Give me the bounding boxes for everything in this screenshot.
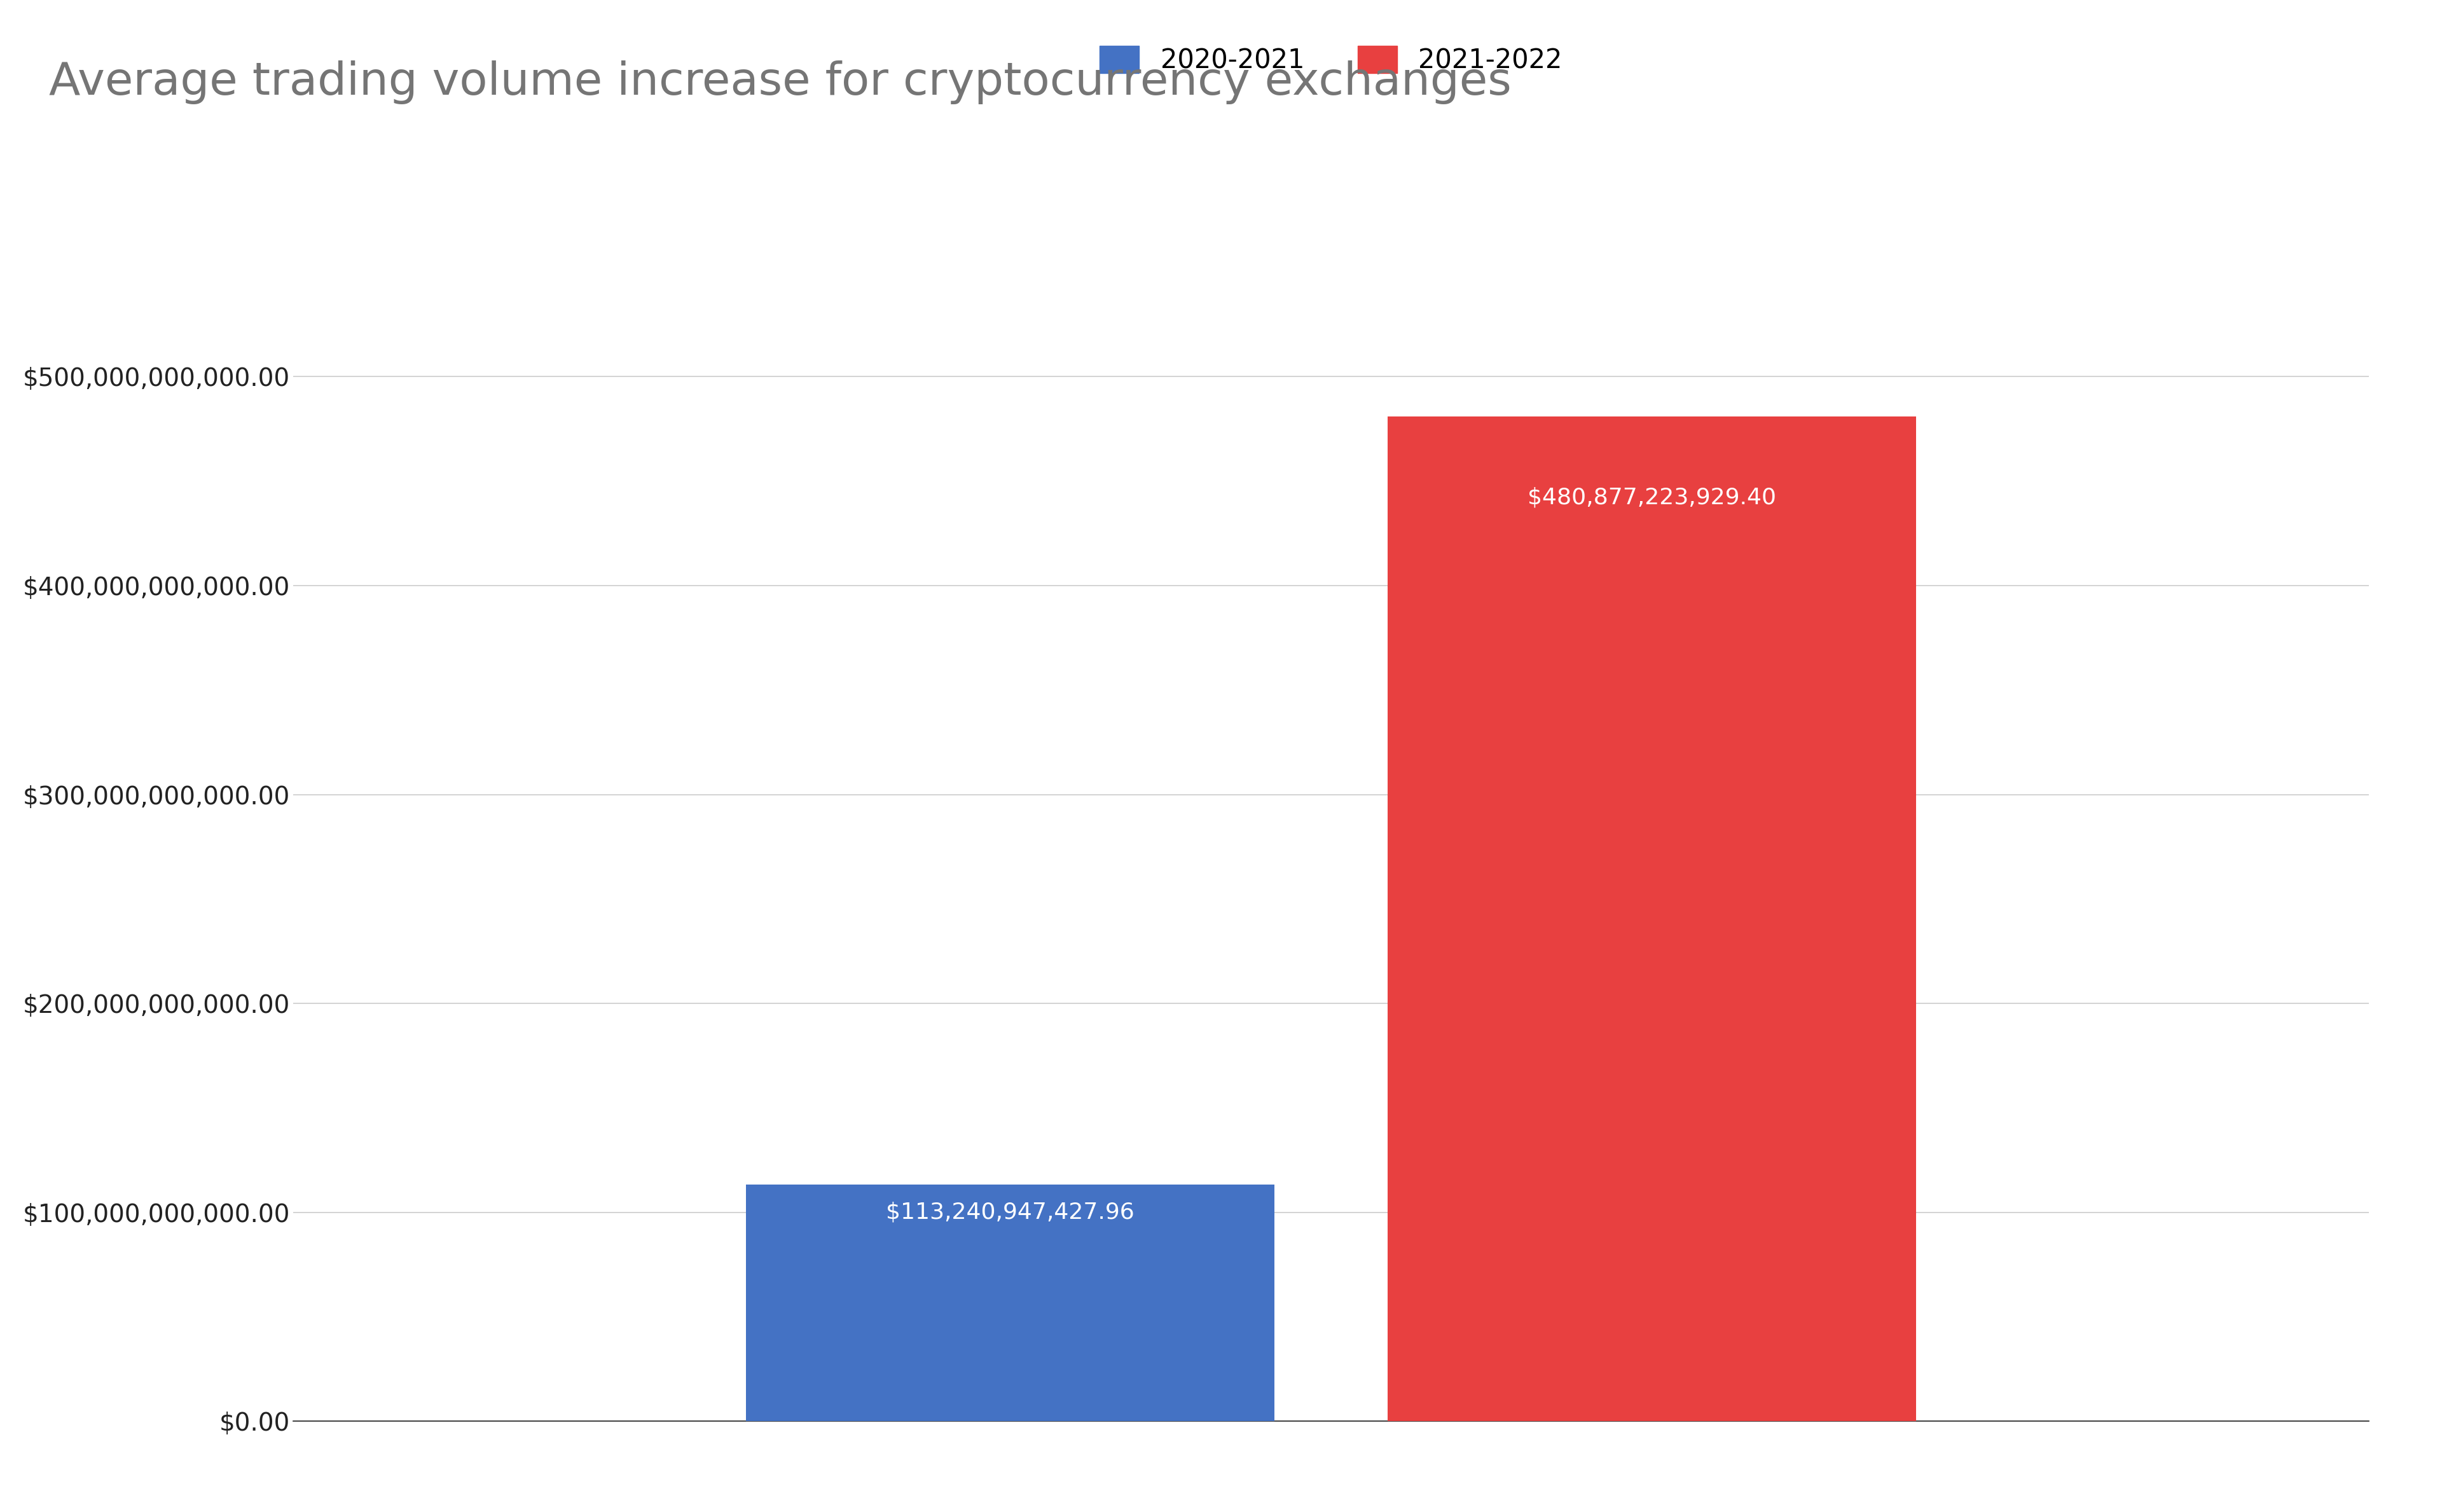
- Bar: [1387, 417, 1917, 1421]
- Text: $480,877,223,929.40: $480,877,223,929.40: [1526, 487, 1775, 508]
- Text: Average trading volume increase for cryptocurrency exchanges: Average trading volume increase for cryp…: [49, 60, 1512, 104]
- Text: $113,240,947,427.96: $113,240,947,427.96: [886, 1201, 1136, 1223]
- Bar: [745, 1185, 1275, 1421]
- Legend: 2020-2021, 2021-2022: 2020-2021, 2021-2022: [1087, 33, 1575, 88]
